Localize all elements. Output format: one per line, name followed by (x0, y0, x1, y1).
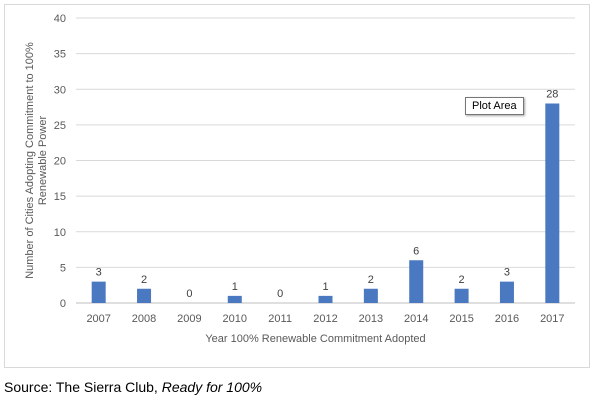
gridlines (76, 17, 575, 304)
y-tick-label: 30 (54, 84, 66, 96)
source-caption: Source: The Sierra Club, Ready for 100% (4, 379, 262, 395)
y-tick-label: 15 (54, 191, 66, 203)
source-title: Ready for 100% (161, 379, 263, 395)
bar-2007 (91, 281, 106, 303)
x-axis-title: Year 100% Renewable Commitment Adopted (205, 333, 425, 345)
y-tick-label: 25 (54, 120, 66, 132)
bar-2014 (409, 260, 424, 303)
y-tick-label: 10 (54, 227, 66, 239)
x-tick-label-2011: 2011 (268, 313, 292, 325)
plot-area-tooltip: Plot Area (465, 97, 524, 115)
x-tick-label-2008: 2008 (132, 313, 156, 325)
data-label-2017: 28 (546, 89, 558, 101)
data-labels: 3 2 0 1 0 1 2 6 2 3 28 (96, 89, 559, 301)
bars (91, 103, 560, 303)
data-label-2013: 2 (368, 274, 374, 286)
x-tick-label-2007: 2007 (86, 313, 110, 325)
x-tick-label-2016: 2016 (495, 313, 519, 325)
y-tick-label: 5 (60, 262, 66, 274)
bar-2013 (363, 288, 378, 303)
x-tick-label-2015: 2015 (449, 313, 473, 325)
bar-2017 (545, 103, 560, 303)
y-tick-label: 35 (54, 49, 66, 61)
bar-2008 (137, 288, 152, 303)
y-tick-label: 0 (60, 298, 66, 310)
chart-frame (4, 4, 590, 368)
data-label-2009: 0 (186, 288, 192, 300)
y-tick-label: 40 (54, 13, 66, 25)
source-prefix: Source: The Sierra Club, (4, 379, 162, 395)
bar-2015 (454, 288, 469, 303)
data-label-2012: 1 (322, 281, 328, 293)
x-tick-label-2017: 2017 (540, 313, 564, 325)
y-axis-title-line-1: Number of Cities Adopting Commitment to … (24, 42, 36, 279)
x-tick-label-2012: 2012 (313, 313, 337, 325)
bar-2016 (499, 281, 514, 303)
data-label-2016: 3 (504, 267, 510, 279)
data-label-2007: 3 (96, 267, 102, 279)
x-tick-label-2009: 2009 (177, 313, 201, 325)
data-label-2011: 0 (277, 288, 283, 300)
y-tick-label: 20 (54, 156, 66, 168)
data-label-2010: 1 (232, 281, 238, 293)
bar-2010 (227, 295, 242, 303)
y-axis-title-line-2: Renewable Power (37, 116, 49, 206)
x-tick-label-2013: 2013 (359, 313, 383, 325)
data-label-2014: 6 (413, 245, 419, 257)
data-label-2008: 2 (141, 274, 147, 286)
bar-2012 (318, 295, 333, 303)
x-tick-label-2014: 2014 (404, 313, 428, 325)
x-tick-label-2010: 2010 (223, 313, 247, 325)
data-label-2015: 2 (459, 274, 465, 286)
